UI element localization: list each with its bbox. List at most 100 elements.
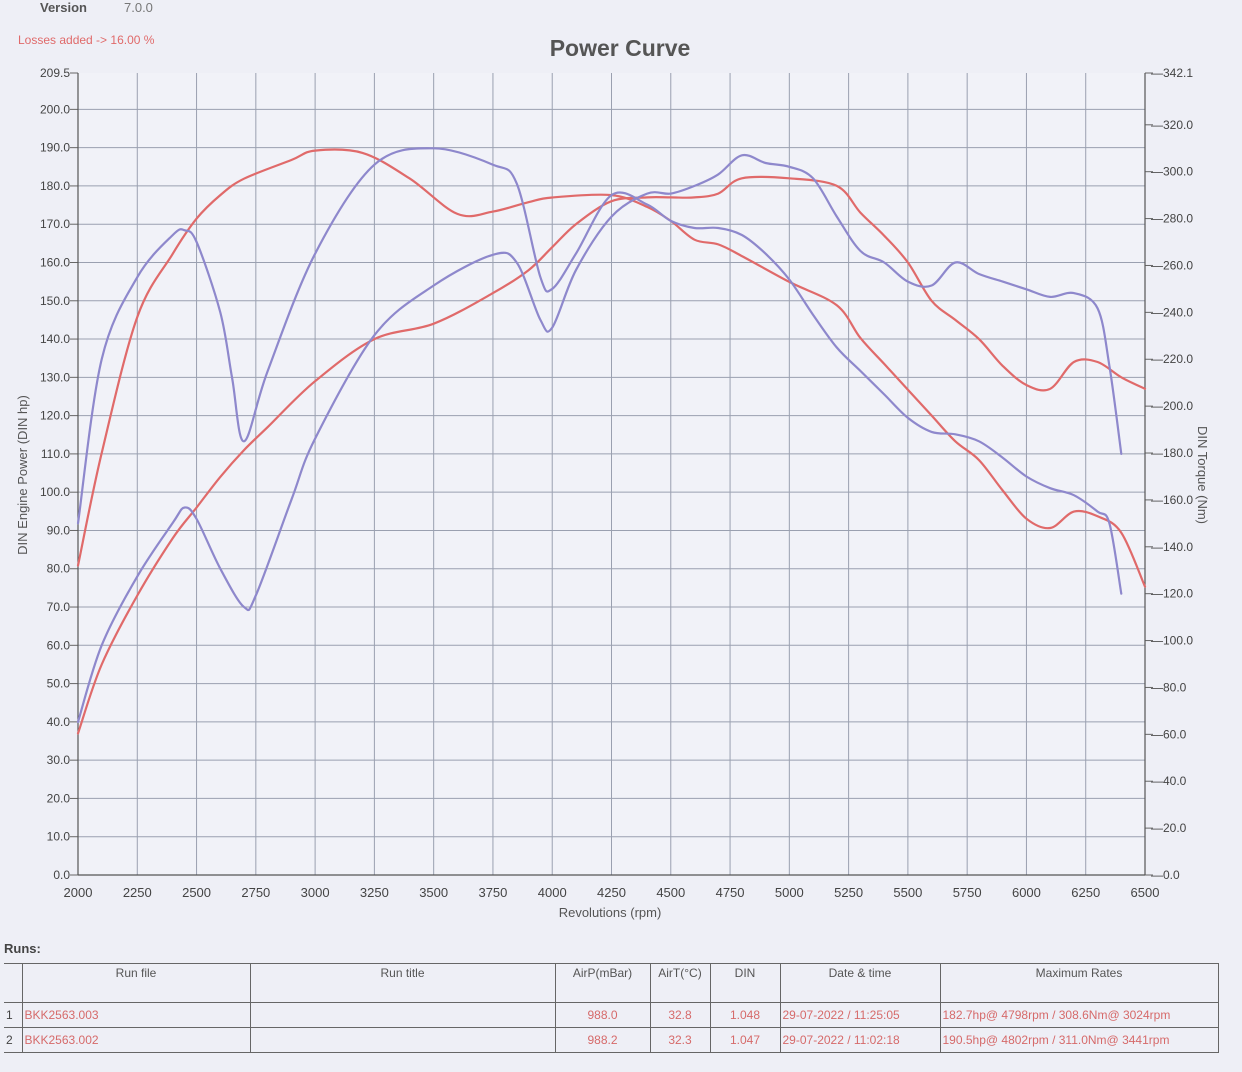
version-label: Version [40, 0, 87, 15]
din-factor: 1.048 [709, 1002, 781, 1028]
chart-title: Power Curve [550, 35, 691, 61]
run-title [249, 1027, 556, 1053]
y-right-tick-label: —260.0 [1151, 258, 1193, 272]
x-tick-label: 4750 [716, 885, 745, 900]
y-right-tick-label: —300.0 [1151, 165, 1193, 179]
y-left-tick-label: 140.0 [40, 332, 70, 346]
runs-header-row: Run file Run title AirP(mBar) AirT(°C) D… [4, 963, 1219, 1003]
y-right-tick-label: —100.0 [1151, 634, 1193, 648]
y-right-tick-label: —0.0 [1151, 868, 1180, 882]
x-tick-label: 5000 [775, 885, 804, 900]
y-left-tick-label: 10.0 [47, 830, 71, 844]
series-line-run1-power [76, 175, 1147, 735]
y-left-tick-label: 160.0 [40, 255, 70, 269]
max-rates: 182.7hp@ 4798rpm / 308.6Nm@ 3024rpm [939, 1002, 1219, 1028]
y-right-tick-label: —342.1 [1151, 66, 1193, 80]
y-left-tick-label: 180.0 [40, 179, 70, 193]
air-temperature: 32.3 [649, 1027, 711, 1053]
power-curve-chart: Power Curve 2000 2250 2500 2750 3000 3250 3500… [15, 35, 1210, 920]
y-left-tick-label: 170.0 [40, 217, 70, 231]
y-right-tick-label: —40.0 [1151, 774, 1187, 788]
air-pressure: 988.0 [554, 1002, 651, 1028]
y-left-tick-label: 110.0 [41, 447, 70, 461]
max-rates: 190.5hp@ 4802rpm / 311.0Nm@ 3441rpm [939, 1027, 1219, 1053]
x-axis-label: Revolutions (rpm) [559, 905, 662, 920]
run-title [249, 1002, 556, 1028]
y-axis-right-label: DIN Torque (Nm) [1195, 426, 1210, 524]
y-left-tick-label: 0.0 [53, 868, 70, 882]
air-pressure: 988.2 [554, 1027, 651, 1053]
x-tick-label: 3250 [360, 885, 389, 900]
row-index: 2 [4, 1027, 22, 1053]
y-left-tick-label: 20.0 [47, 791, 71, 805]
din-factor: 1.047 [709, 1027, 781, 1053]
x-tick-label: 6000 [1012, 885, 1041, 900]
x-tick-label: 2250 [123, 885, 152, 900]
x-tick-label: 2000 [64, 885, 93, 900]
series-line-run2-torque [76, 147, 1123, 595]
table-row[interactable]: 2 BKK2563.002 988.2 32.3 1.047 29-07-202… [4, 1027, 1219, 1053]
y-left-tick-label: 70.0 [47, 600, 71, 614]
y-right-tick-label: —160.0 [1151, 493, 1193, 507]
x-tick-label: 5250 [834, 885, 863, 900]
version-value: 7.0.0 [124, 0, 153, 15]
date-time: 29-07-2022 / 11:25:05 [779, 1002, 941, 1028]
chart-series [76, 147, 1147, 735]
y-right-tick-label: —60.0 [1151, 727, 1187, 741]
y-right-tick-label: —220.0 [1151, 352, 1193, 366]
x-tick-label: 4000 [538, 885, 567, 900]
x-tick-label: 3000 [301, 885, 330, 900]
chart-grid [77, 73, 1146, 875]
y-left-tick-label: 60.0 [47, 638, 71, 652]
y-left-tick-label: 40.0 [47, 715, 71, 729]
col-index [4, 963, 22, 1003]
col-run-title: Run title [249, 963, 556, 1003]
row-index: 1 [4, 1002, 22, 1028]
run-file: BKK2563.003 [21, 1002, 251, 1028]
run-file: BKK2563.002 [21, 1027, 251, 1053]
series-line-run2-power [76, 153, 1123, 723]
col-datetime: Date & time [779, 963, 941, 1003]
x-tick-label: 6250 [1071, 885, 1100, 900]
y-left-tick-label: 120.0 [40, 409, 70, 423]
y-axis-left-label: DIN Engine Power (DIN hp) [15, 395, 30, 555]
x-tick-label: 3750 [478, 885, 507, 900]
y-left-tick-label: 200.0 [40, 102, 70, 116]
air-temperature: 32.8 [649, 1002, 711, 1028]
y-right-tick-label: —80.0 [1151, 680, 1187, 694]
y-left-tick-label: 80.0 [47, 562, 71, 576]
col-din: DIN [709, 963, 781, 1003]
y-right-tick-label: —200.0 [1151, 399, 1193, 413]
y-right-tick-label: —120.0 [1151, 587, 1193, 601]
date-time: 29-07-2022 / 11:02:18 [779, 1027, 941, 1053]
y-left-tick-label: 30.0 [47, 753, 71, 767]
y-right-tick-label: —280.0 [1151, 212, 1193, 226]
y-left-tick-label: 90.0 [47, 523, 71, 537]
runs-table: Run file Run title AirP(mBar) AirT(°C) D… [4, 963, 1219, 1053]
y-right-tick-label: —240.0 [1151, 305, 1193, 319]
y-right-tick-label: —140.0 [1151, 540, 1193, 554]
table-row[interactable]: 1 BKK2563.003 988.0 32.8 1.048 29-07-202… [4, 1002, 1219, 1028]
col-airt: AirT(°C) [649, 963, 711, 1003]
x-tick-label: 6500 [1131, 885, 1160, 900]
y-left-tick-label: 190.0 [40, 141, 70, 155]
col-run-file: Run file [21, 963, 251, 1003]
runs-heading: Runs: [4, 941, 41, 956]
y-left-tick-label: 130.0 [40, 370, 70, 384]
y-left-tick-label: 50.0 [47, 677, 71, 691]
x-tick-label: 2500 [182, 885, 211, 900]
col-max-rates: Maximum Rates [939, 963, 1219, 1003]
x-tick-label: 5750 [953, 885, 982, 900]
y-right-tick-label: —180.0 [1151, 446, 1193, 460]
x-tick-label: 4500 [656, 885, 685, 900]
x-tick-label: 5500 [893, 885, 922, 900]
col-airp: AirP(mBar) [554, 963, 651, 1003]
y-right-tick-label: —20.0 [1151, 821, 1187, 835]
x-tick-label: 4250 [597, 885, 626, 900]
chart-axes: 2000 2250 2500 2750 3000 3250 3500 3750 4000 4250… [40, 66, 1193, 900]
y-left-tick-label: 150.0 [40, 294, 70, 308]
x-tick-label: 2750 [241, 885, 270, 900]
y-left-tick-label: 209.5 [40, 66, 70, 80]
losses-note: Losses added -> 16.00 % [18, 33, 155, 47]
y-left-tick-label: 100.0 [40, 485, 70, 499]
